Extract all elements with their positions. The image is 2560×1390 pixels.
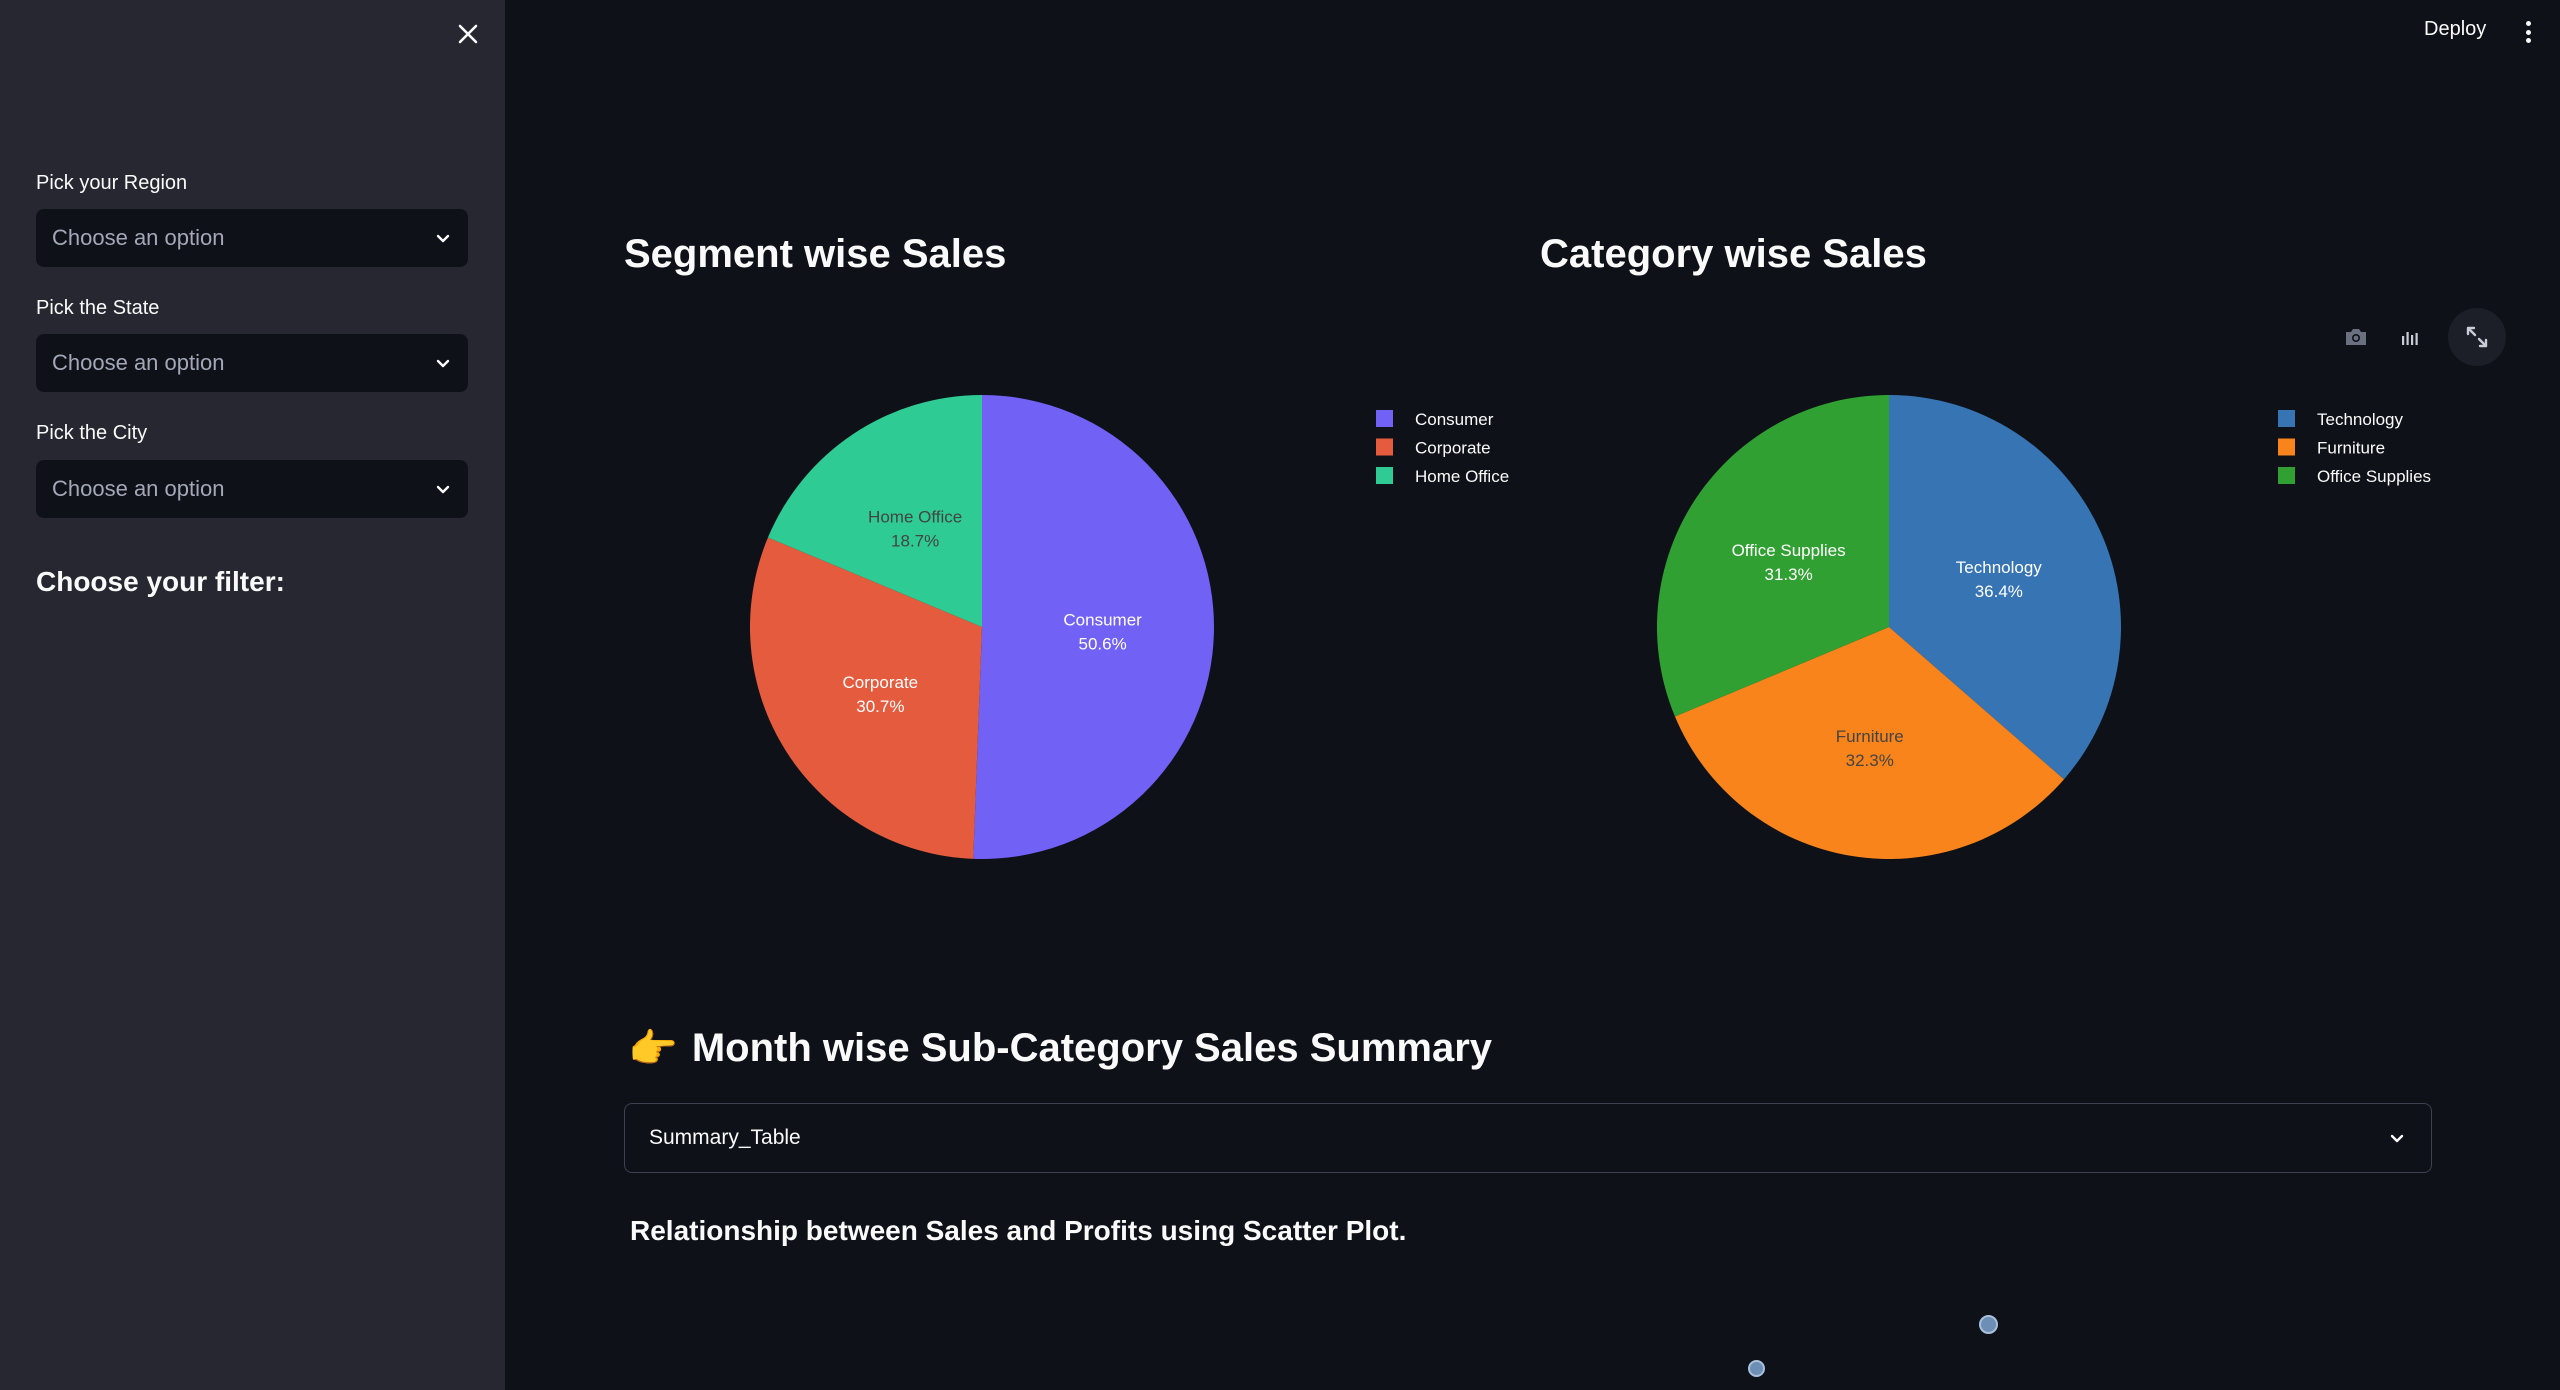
pie-slice-percent: 50.6%	[1079, 634, 1127, 653]
kebab-dot	[2525, 29, 2531, 35]
bar-chart-icon	[2402, 332, 2418, 345]
pie-slice-label: Corporate	[843, 673, 919, 692]
city-select-placeholder: Choose an option	[52, 476, 225, 501]
summary-table-expander[interactable]: Summary_Table	[624, 1103, 2432, 1173]
summary-heading-text: Month wise Sub-Category Sales Summary	[691, 1026, 1493, 1070]
pie-slice-furniture[interactable]	[1674, 627, 2064, 859]
legend-label[interactable]: Corporate	[1415, 439, 1491, 458]
legend-swatch[interactable]	[2278, 438, 2295, 456]
pointing-hand-icon: 👉	[628, 1027, 678, 1071]
chevron-down-icon	[436, 234, 450, 243]
summary-heading: 👉 Month wise Sub-Category Sales Summary	[628, 1025, 1492, 1072]
legend-label[interactable]: Furniture	[2317, 439, 2385, 458]
city-select[interactable]: Choose an option	[36, 460, 468, 518]
chart-data-button[interactable]	[2394, 321, 2426, 353]
region-label: Pick your Region	[36, 172, 188, 194]
pie-slice-label: Home Office	[868, 508, 962, 527]
chevron-down-icon	[436, 485, 450, 494]
scatter-plot-title: Relationship between Sales and Profits u…	[630, 1215, 1407, 1246]
pie-slice-label: Technology	[1956, 558, 2043, 577]
state-label: Pick the State	[36, 297, 160, 319]
kebab-menu-icon	[2525, 21, 2531, 26]
legend-swatch[interactable]	[1376, 467, 1393, 484]
sidebar: Pick your Region Choose an option Pick t…	[0, 0, 505, 1390]
region-select-placeholder: Choose an option	[52, 225, 225, 250]
pie-slice-label: Office Supplies	[1732, 541, 1846, 560]
chevron-down-icon	[2390, 1134, 2404, 1143]
scatter-point	[1979, 1315, 1998, 1334]
pie-slice-home-office[interactable]	[767, 395, 982, 627]
region-select[interactable]: Choose an option	[36, 209, 468, 267]
pie-slice-office-supplies[interactable]	[1657, 395, 1889, 717]
expander-label: Summary_Table	[649, 1126, 801, 1149]
pie-slice-consumer[interactable]	[973, 395, 1215, 859]
pie-slice-technology[interactable]	[1889, 395, 2121, 780]
segment-chart-title: Segment wise Sales	[624, 232, 1007, 276]
legend-label[interactable]: Home Office	[1415, 467, 1509, 486]
legend-swatch[interactable]	[2278, 410, 2295, 427]
segment-pie-chart: Consumer 50.6% Corporate 30.7% Home Office 18…	[750, 395, 1509, 859]
legend-swatch[interactable]	[2278, 467, 2295, 484]
pie-slice-percent: 18.7%	[891, 532, 939, 551]
pie-slice-percent: 31.3%	[1764, 565, 1812, 584]
kebab-dot	[2525, 38, 2531, 43]
chart-modebar	[2340, 308, 2506, 366]
deploy-button[interactable]: Deploy	[2424, 18, 2487, 40]
category-pie-chart: Technology 36.4% Furniture 32.3% Office Supp…	[1657, 395, 2431, 859]
category-chart-title: Category wise Sales	[1540, 232, 1927, 276]
legend-swatch[interactable]	[1376, 438, 1393, 456]
scatter-point	[1748, 1360, 1765, 1377]
legend-swatch[interactable]	[1376, 410, 1393, 427]
state-select-placeholder: Choose an option	[52, 350, 225, 375]
pie-slice-percent: 36.4%	[1975, 582, 2023, 601]
pie-slice-label: Furniture	[1836, 727, 1904, 746]
fullscreen-button[interactable]	[2448, 308, 2506, 366]
legend-label[interactable]: Consumer	[1415, 410, 1494, 429]
camera-icon	[2346, 329, 2366, 345]
legend-label[interactable]: Technology	[2317, 410, 2404, 429]
close-icon	[458, 24, 478, 44]
download-png-button[interactable]	[2340, 321, 2372, 353]
pie-slice-percent: 30.7%	[856, 697, 904, 716]
pie-slice-label: Consumer	[1063, 610, 1142, 629]
pie-slice-percent: 32.3%	[1846, 751, 1894, 770]
pie-slice-corporate[interactable]	[750, 537, 982, 859]
legend-label[interactable]: Office Supplies	[2317, 467, 2431, 486]
close-sidebar-button[interactable]	[452, 18, 484, 50]
expand-icon	[2466, 326, 2488, 348]
chevron-down-icon	[436, 359, 450, 368]
filter-heading: Choose your filter:	[36, 566, 285, 597]
city-label: Pick the City	[36, 422, 148, 444]
state-select[interactable]: Choose an option	[36, 334, 468, 392]
main-menu-button[interactable]	[2516, 18, 2540, 46]
